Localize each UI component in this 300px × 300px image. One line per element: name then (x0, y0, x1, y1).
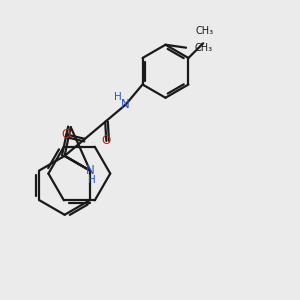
Text: H: H (114, 92, 122, 102)
Text: O: O (102, 134, 111, 147)
Text: CH₃: CH₃ (195, 43, 213, 53)
Text: N: N (86, 164, 94, 177)
Text: O: O (62, 128, 71, 141)
Text: CH₃: CH₃ (196, 26, 214, 36)
Text: H: H (88, 175, 95, 185)
Text: N: N (121, 98, 130, 111)
